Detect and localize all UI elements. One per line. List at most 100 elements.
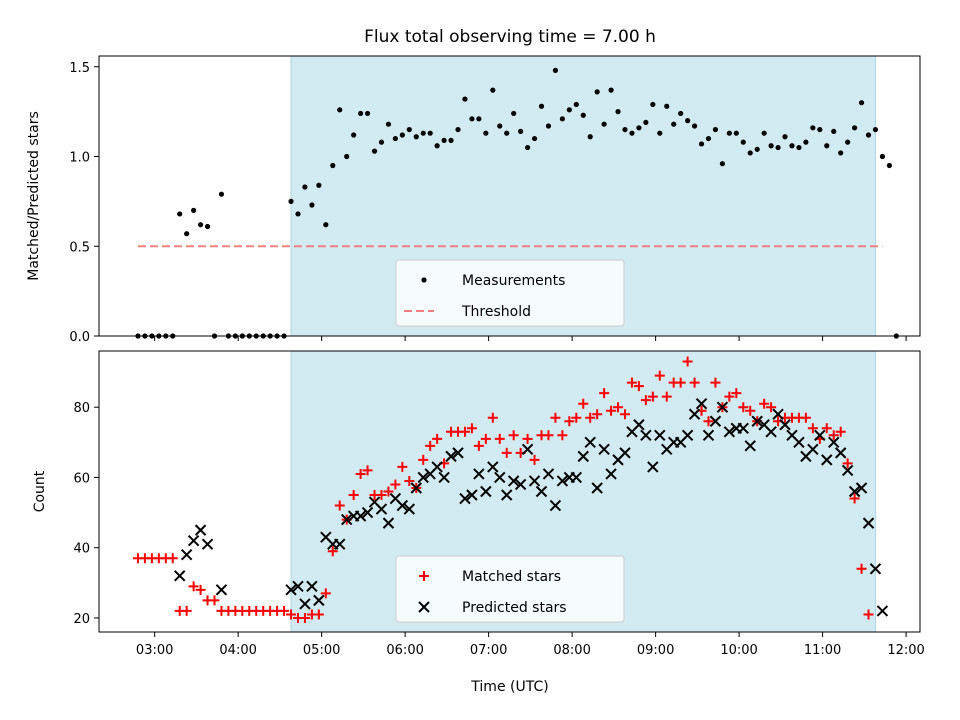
data-point [856,563,867,574]
data-point [462,96,468,102]
data-point [299,598,311,610]
legend-marker [418,601,430,613]
axes-frame [98,350,921,633]
data-point [362,465,373,476]
data-point [334,538,346,550]
data-point [521,443,534,456]
data-point [834,447,847,459]
data-point [538,103,545,109]
data-point [295,211,301,217]
data-point [441,137,447,143]
data-point [622,126,628,133]
data-point [619,447,631,459]
data-point [529,454,540,465]
x-tick-label: 03:00 [136,643,173,658]
data-point [376,490,387,501]
data-point [744,440,756,452]
data-point [552,67,559,73]
data-point [862,517,875,529]
data-point [566,107,572,113]
data-point [524,144,531,151]
data-point [745,405,756,416]
data-point [858,100,865,106]
data-point [487,412,498,423]
data-point [418,454,429,465]
data-point [608,87,614,93]
data-point [848,485,861,498]
data-point [396,499,409,512]
ratio-panel: 0.0 0.5 1.0 1.5 Matched/Predicted stars Measu… [26,55,921,345]
data-point [195,584,206,595]
data-point [285,584,297,596]
data-point [432,433,443,444]
y-tick-label: 40 [73,542,90,557]
x-tick-label: 09:00 [637,643,674,658]
data-point [448,137,454,143]
data-point [879,153,886,160]
y-tick-label: 60 [73,471,90,486]
data-point [344,153,350,160]
data-point [654,370,665,381]
data-point [587,134,593,140]
data-point [410,482,422,494]
legend-box [395,259,625,327]
data-point [181,605,192,616]
data-point [340,513,353,526]
data-point [187,534,200,547]
data-point [209,595,220,606]
data-point [204,223,211,230]
data-point [337,107,343,113]
data-point [184,231,190,237]
data-point [657,130,663,136]
data-point [431,461,443,473]
data-point [828,436,840,449]
data-point [459,492,471,505]
data-point [323,222,329,228]
data-point [851,125,858,131]
data-point [559,116,565,122]
data-point [531,135,538,142]
data-point [466,423,477,434]
data-point [831,128,837,134]
data-point [518,128,524,134]
data-point [689,377,700,388]
data-point [522,433,533,444]
data-point [863,609,874,620]
data-point [580,112,586,118]
data-point [383,486,394,497]
data-point [876,605,889,617]
data-point [841,464,854,477]
data-point [599,388,610,399]
data-point [542,468,555,480]
data-point [803,139,809,145]
data-point [643,119,649,126]
data-point [594,89,600,95]
data-point [490,87,496,93]
y-tick-label: 80 [73,401,90,416]
y-axis-label: Matched/Predicted stars [26,111,42,281]
data-point [779,419,791,431]
data-point [483,130,489,136]
data-point [636,125,642,131]
data-point [292,580,304,593]
data-point [768,143,774,149]
data-point [180,549,193,561]
data-point [434,143,440,149]
data-point [591,482,603,494]
data-point [404,475,415,486]
x-tick-label: 05:00 [303,643,340,658]
data-point [494,471,506,484]
count-panel: 03:00 04:00 05:00 06:00 07:00 08:00 09:00 10:00… [32,350,925,658]
data-point [528,475,541,487]
data-point [821,423,832,434]
data-point [455,126,461,133]
legend-label: Matched stars [462,569,561,585]
x-tick-label: 11:00 [804,643,841,658]
data-point [543,430,554,441]
data-point [327,546,338,557]
data-point [286,609,297,620]
data-point [766,402,777,413]
data-point [845,139,851,145]
data-point [647,391,658,402]
legend: Measurements Threshold [395,259,625,327]
